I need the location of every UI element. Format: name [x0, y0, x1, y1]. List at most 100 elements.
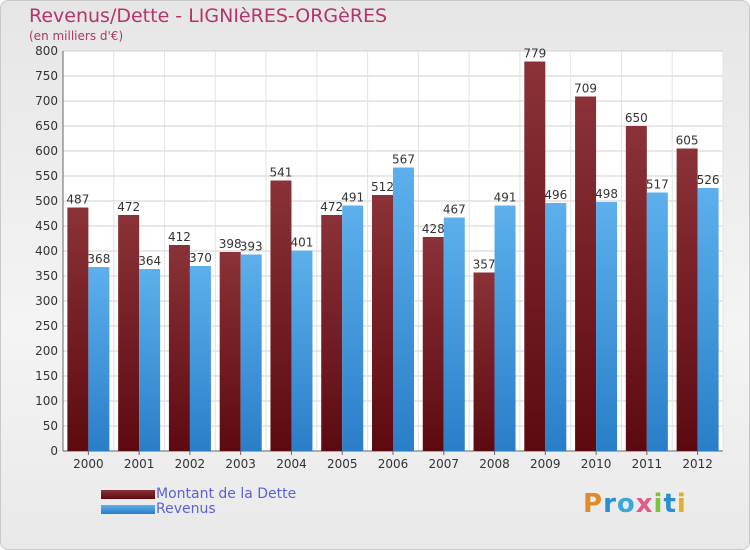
- y-tick-label: 450: [35, 219, 58, 233]
- x-tick-label: 2001: [124, 457, 155, 471]
- x-tick-label: 2004: [276, 457, 307, 471]
- data-label-revenue: 368: [87, 252, 110, 266]
- bar-debt: [168, 245, 190, 451]
- logo-letter: o: [616, 489, 636, 519]
- bar-revenue: [342, 205, 364, 451]
- data-label-debt: 398: [219, 237, 242, 251]
- y-tick-label: 400: [35, 244, 58, 258]
- data-label-revenue: 370: [189, 251, 212, 265]
- data-label-debt: 357: [473, 258, 496, 272]
- y-tick-label: 200: [35, 344, 58, 358]
- data-label-revenue: 393: [240, 240, 263, 254]
- data-label-debt: 709: [574, 82, 597, 96]
- bar-debt: [118, 215, 140, 451]
- y-tick-label: 500: [35, 194, 58, 208]
- data-label-revenue: 491: [494, 191, 517, 205]
- logo-letter: i: [676, 489, 687, 519]
- data-label-revenue: 491: [341, 191, 364, 205]
- bar-revenue: [443, 217, 465, 451]
- x-tick-label: 2002: [175, 457, 206, 471]
- legend-swatch-revenue: [101, 505, 155, 514]
- logo-letter: x: [635, 489, 654, 519]
- logo-letter: P: [583, 489, 604, 519]
- logo-letter: r: [603, 489, 617, 519]
- bar-revenue: [291, 250, 313, 451]
- y-tick-label: 300: [35, 294, 58, 308]
- data-label-debt: 487: [66, 193, 89, 207]
- bar-revenue: [393, 167, 414, 451]
- logo-letter: t: [663, 489, 677, 519]
- bar-revenue: [697, 188, 719, 451]
- proxiti-logo: Proxiti: [583, 489, 687, 519]
- legend-label-debt: Montant de la Dette: [156, 486, 297, 502]
- x-tick-label: 2007: [428, 457, 459, 471]
- bar-debt: [321, 215, 343, 451]
- bar-revenue: [545, 203, 567, 451]
- x-tick-label: 2000: [73, 457, 104, 471]
- bar-revenue: [494, 205, 516, 451]
- bar-revenue: [646, 192, 668, 451]
- data-label-debt: 650: [625, 111, 648, 125]
- x-axis-ticks: 2000 2001 2002 2003 2004 2005 2006 2007 2008 2009…: [73, 451, 713, 471]
- x-tick-label: 2012: [682, 457, 713, 471]
- bar-debt: [270, 180, 292, 451]
- legend-swatch-debt: [101, 490, 155, 499]
- logo-letter: i: [653, 489, 664, 519]
- chart-title: Revenus/Dette - LIGNIèRES-ORGèRES: [29, 5, 388, 27]
- bar-revenue: [240, 254, 262, 451]
- data-label-debt: 779: [523, 47, 546, 61]
- y-tick-label: 350: [35, 269, 58, 283]
- data-label-debt: 541: [270, 166, 293, 180]
- x-tick-label: 2010: [581, 457, 612, 471]
- data-label-revenue: 496: [544, 188, 567, 202]
- data-label-revenue: 498: [595, 187, 618, 201]
- y-tick-label: 100: [35, 394, 58, 408]
- y-tick-label: 0: [50, 444, 58, 458]
- x-tick-label: 2006: [378, 457, 409, 471]
- y-axis-ticks: 0 50 100 150 200 250 300 350 400 450 500 550 600 650 7…: [35, 44, 58, 458]
- y-tick-label: 550: [35, 169, 58, 183]
- bar-debt: [625, 126, 647, 451]
- data-label-debt: 512: [371, 180, 394, 194]
- data-label-debt: 605: [676, 134, 699, 148]
- bar-debt: [676, 148, 698, 451]
- bar-debt: [524, 61, 546, 451]
- x-tick-label: 2003: [225, 457, 256, 471]
- data-label-revenue: 567: [392, 153, 415, 167]
- bar-debt: [372, 195, 393, 451]
- x-tick-label: 2011: [632, 457, 663, 471]
- data-label-debt: 472: [117, 200, 140, 214]
- y-tick-label: 750: [35, 69, 58, 83]
- bar-debt: [67, 207, 89, 451]
- bar-revenue: [596, 202, 618, 451]
- y-tick-label: 650: [35, 119, 58, 133]
- y-tick-label: 150: [35, 369, 58, 383]
- y-tick-label: 800: [35, 44, 58, 58]
- bar-revenue: [88, 267, 110, 451]
- data-label-debt: 428: [422, 222, 445, 236]
- bar-debt: [219, 252, 241, 451]
- chart-subtitle: (en milliers d'€): [29, 29, 124, 43]
- y-tick-label: 250: [35, 319, 58, 333]
- data-label-revenue: 467: [443, 203, 466, 217]
- x-tick-label: 2008: [479, 457, 510, 471]
- bar-revenue: [189, 266, 211, 451]
- data-label-revenue: 526: [697, 173, 720, 187]
- bar-revenue: [139, 269, 161, 451]
- x-tick-label: 2005: [327, 457, 358, 471]
- y-tick-label: 600: [35, 144, 58, 158]
- legend-label-revenue: Revenus: [156, 501, 216, 517]
- data-label-revenue: 401: [291, 236, 314, 250]
- data-label-debt: 472: [320, 200, 343, 214]
- bar-debt: [422, 237, 444, 451]
- bar-debt: [575, 96, 597, 451]
- y-tick-label: 700: [35, 94, 58, 108]
- data-label-revenue: 364: [138, 254, 161, 268]
- data-label-debt: 412: [168, 230, 191, 244]
- bar-debt: [473, 272, 495, 451]
- bars: 4873684723644123703983935414014724915125…: [66, 47, 720, 451]
- data-label-revenue: 517: [646, 178, 669, 192]
- y-tick-label: 50: [43, 419, 58, 433]
